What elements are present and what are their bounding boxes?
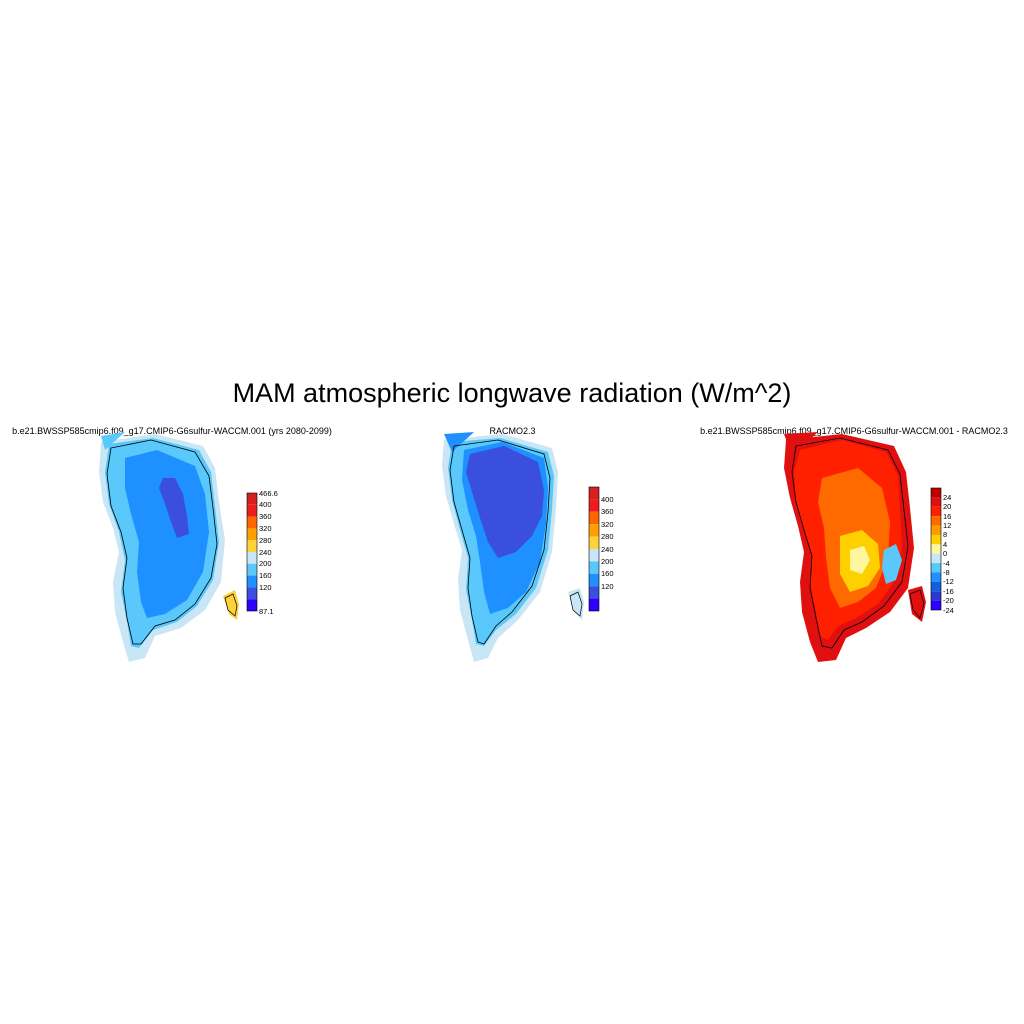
- colorbar-tick-label: 12: [943, 521, 952, 531]
- colorbar-box: [247, 563, 257, 576]
- colorbar-box: [247, 540, 257, 552]
- panel-3-map: [784, 432, 926, 662]
- colorbar-tick-label: 360: [259, 512, 272, 522]
- coastline: [791, 437, 909, 649]
- colorbar-box: [589, 598, 599, 611]
- colorbar-box: [247, 504, 257, 517]
- colorbar-tick-label: -24: [943, 605, 954, 615]
- colorbar-tick-label: 120: [259, 582, 272, 592]
- interior-pale: [850, 546, 870, 574]
- island-coastline: [569, 591, 583, 617]
- colorbar-tick-label: 200: [601, 556, 614, 566]
- summit-low-values: [159, 478, 189, 538]
- greenland-field-p1: [99, 432, 239, 662]
- colorbar-box: [247, 575, 257, 588]
- panel-3-colorbar: [930, 487, 942, 611]
- colorbar-box: [931, 488, 941, 498]
- colorbar-tick-label: 360: [601, 507, 614, 517]
- colorbar-tick-label: 8: [943, 530, 948, 540]
- colorbar-tick-label: 0: [943, 549, 948, 559]
- colorbar-box: [931, 516, 941, 526]
- colorbar-tick-label: 240: [259, 547, 272, 557]
- colorbar-tick-label: 320: [601, 519, 614, 529]
- coastline: [106, 439, 218, 645]
- colorbar-tick-label: -12: [943, 577, 954, 587]
- colorbar-tick-label: 400: [601, 494, 614, 504]
- colorbar-tick-label: 200: [259, 559, 272, 569]
- colorbar-box: [247, 493, 257, 505]
- panel-3-title: b.e21.BWSSP585cmip6.f09_g17.CMIP6-G6sulf…: [700, 426, 1008, 436]
- north-strip: [101, 432, 125, 450]
- colorbar-box: [589, 511, 599, 525]
- colorbar-tick-label: 160: [259, 571, 272, 581]
- colorbar-box: [247, 599, 257, 611]
- colorbar-box: [931, 497, 941, 507]
- colorbar-box: [931, 581, 941, 592]
- colorbar-tick-label: 120: [601, 581, 614, 591]
- colorbar-box: [931, 534, 941, 545]
- colorbar-box: [931, 544, 941, 554]
- panel-1-title: b.e21.BWSSP585cmip6.f09_g17.CMIP6-G6sulf…: [12, 426, 332, 436]
- colorbar-tick-label: 20: [943, 502, 952, 512]
- island-coastline: [909, 589, 925, 619]
- colorbar-box: [589, 499, 599, 512]
- land-fill-interior: [125, 450, 209, 618]
- panel-2-title: RACMO2.3: [489, 426, 536, 436]
- colorbar-tick-label: -4: [943, 558, 950, 568]
- colorbar-tick-label: -8: [943, 567, 950, 577]
- panel-1-colorbar: [246, 492, 258, 612]
- colorbar-box: [589, 561, 599, 574]
- colorbar-box: [589, 549, 599, 562]
- colorbar-tick-label: 16: [943, 511, 952, 521]
- island-coastline: [224, 593, 238, 617]
- north-strip: [784, 432, 818, 456]
- colorbar-tick-label: 24: [943, 492, 952, 502]
- panel-2-map: [442, 432, 584, 662]
- coastline: [449, 439, 551, 645]
- colorbar-box: [931, 553, 941, 564]
- island-patch: [223, 590, 239, 620]
- colorbar-box: [589, 536, 599, 549]
- colorbar-border: [588, 486, 600, 612]
- colorbar-box: [931, 600, 941, 610]
- colorbar-tick-label: 240: [601, 544, 614, 554]
- north-strip: [444, 432, 474, 452]
- colorbar-box: [931, 591, 941, 601]
- colorbar-box: [247, 528, 257, 541]
- colorbar-tick-label: 280: [601, 532, 614, 542]
- colorbar-box: [589, 524, 599, 537]
- colorbar-box: [589, 573, 599, 587]
- interior-low-values: [466, 446, 544, 558]
- colorbar-tick-label: -16: [943, 586, 954, 596]
- colorbar-tick-label: 466.6: [259, 488, 278, 498]
- colorbar-box: [931, 525, 941, 535]
- colorbar-tick-label: 4: [943, 539, 948, 549]
- colorbar-box: [247, 516, 257, 529]
- colorbar-box: [931, 506, 941, 517]
- panel-1-map: [99, 432, 239, 662]
- colorbar-tick-label: 400: [259, 500, 272, 510]
- colorbar-box: [931, 572, 941, 582]
- colorbar-box: [931, 563, 941, 573]
- colorbar-tick-label: -20: [943, 596, 954, 606]
- colorbar-tick-label: 320: [259, 523, 272, 533]
- greenland-field-p3: [784, 432, 926, 662]
- colorbar-tick-label: 280: [259, 535, 272, 545]
- main-title: MAM atmospheric longwave radiation (W/m^…: [232, 378, 792, 408]
- colorbar-box: [589, 586, 599, 599]
- colorbar-tick-label: 87.1: [259, 606, 274, 616]
- colorbar-box: [247, 552, 257, 564]
- colorbar-box: [589, 487, 599, 500]
- colorbar-border: [246, 492, 258, 612]
- island-patch: [568, 588, 584, 620]
- greenland-field-p2: [442, 432, 584, 662]
- east-coast-cool: [882, 544, 902, 584]
- colorbar-tick-label: 160: [601, 569, 614, 579]
- colorbar-border: [930, 487, 942, 611]
- colorbar-box: [247, 587, 257, 600]
- panel-2-colorbar: [588, 486, 600, 612]
